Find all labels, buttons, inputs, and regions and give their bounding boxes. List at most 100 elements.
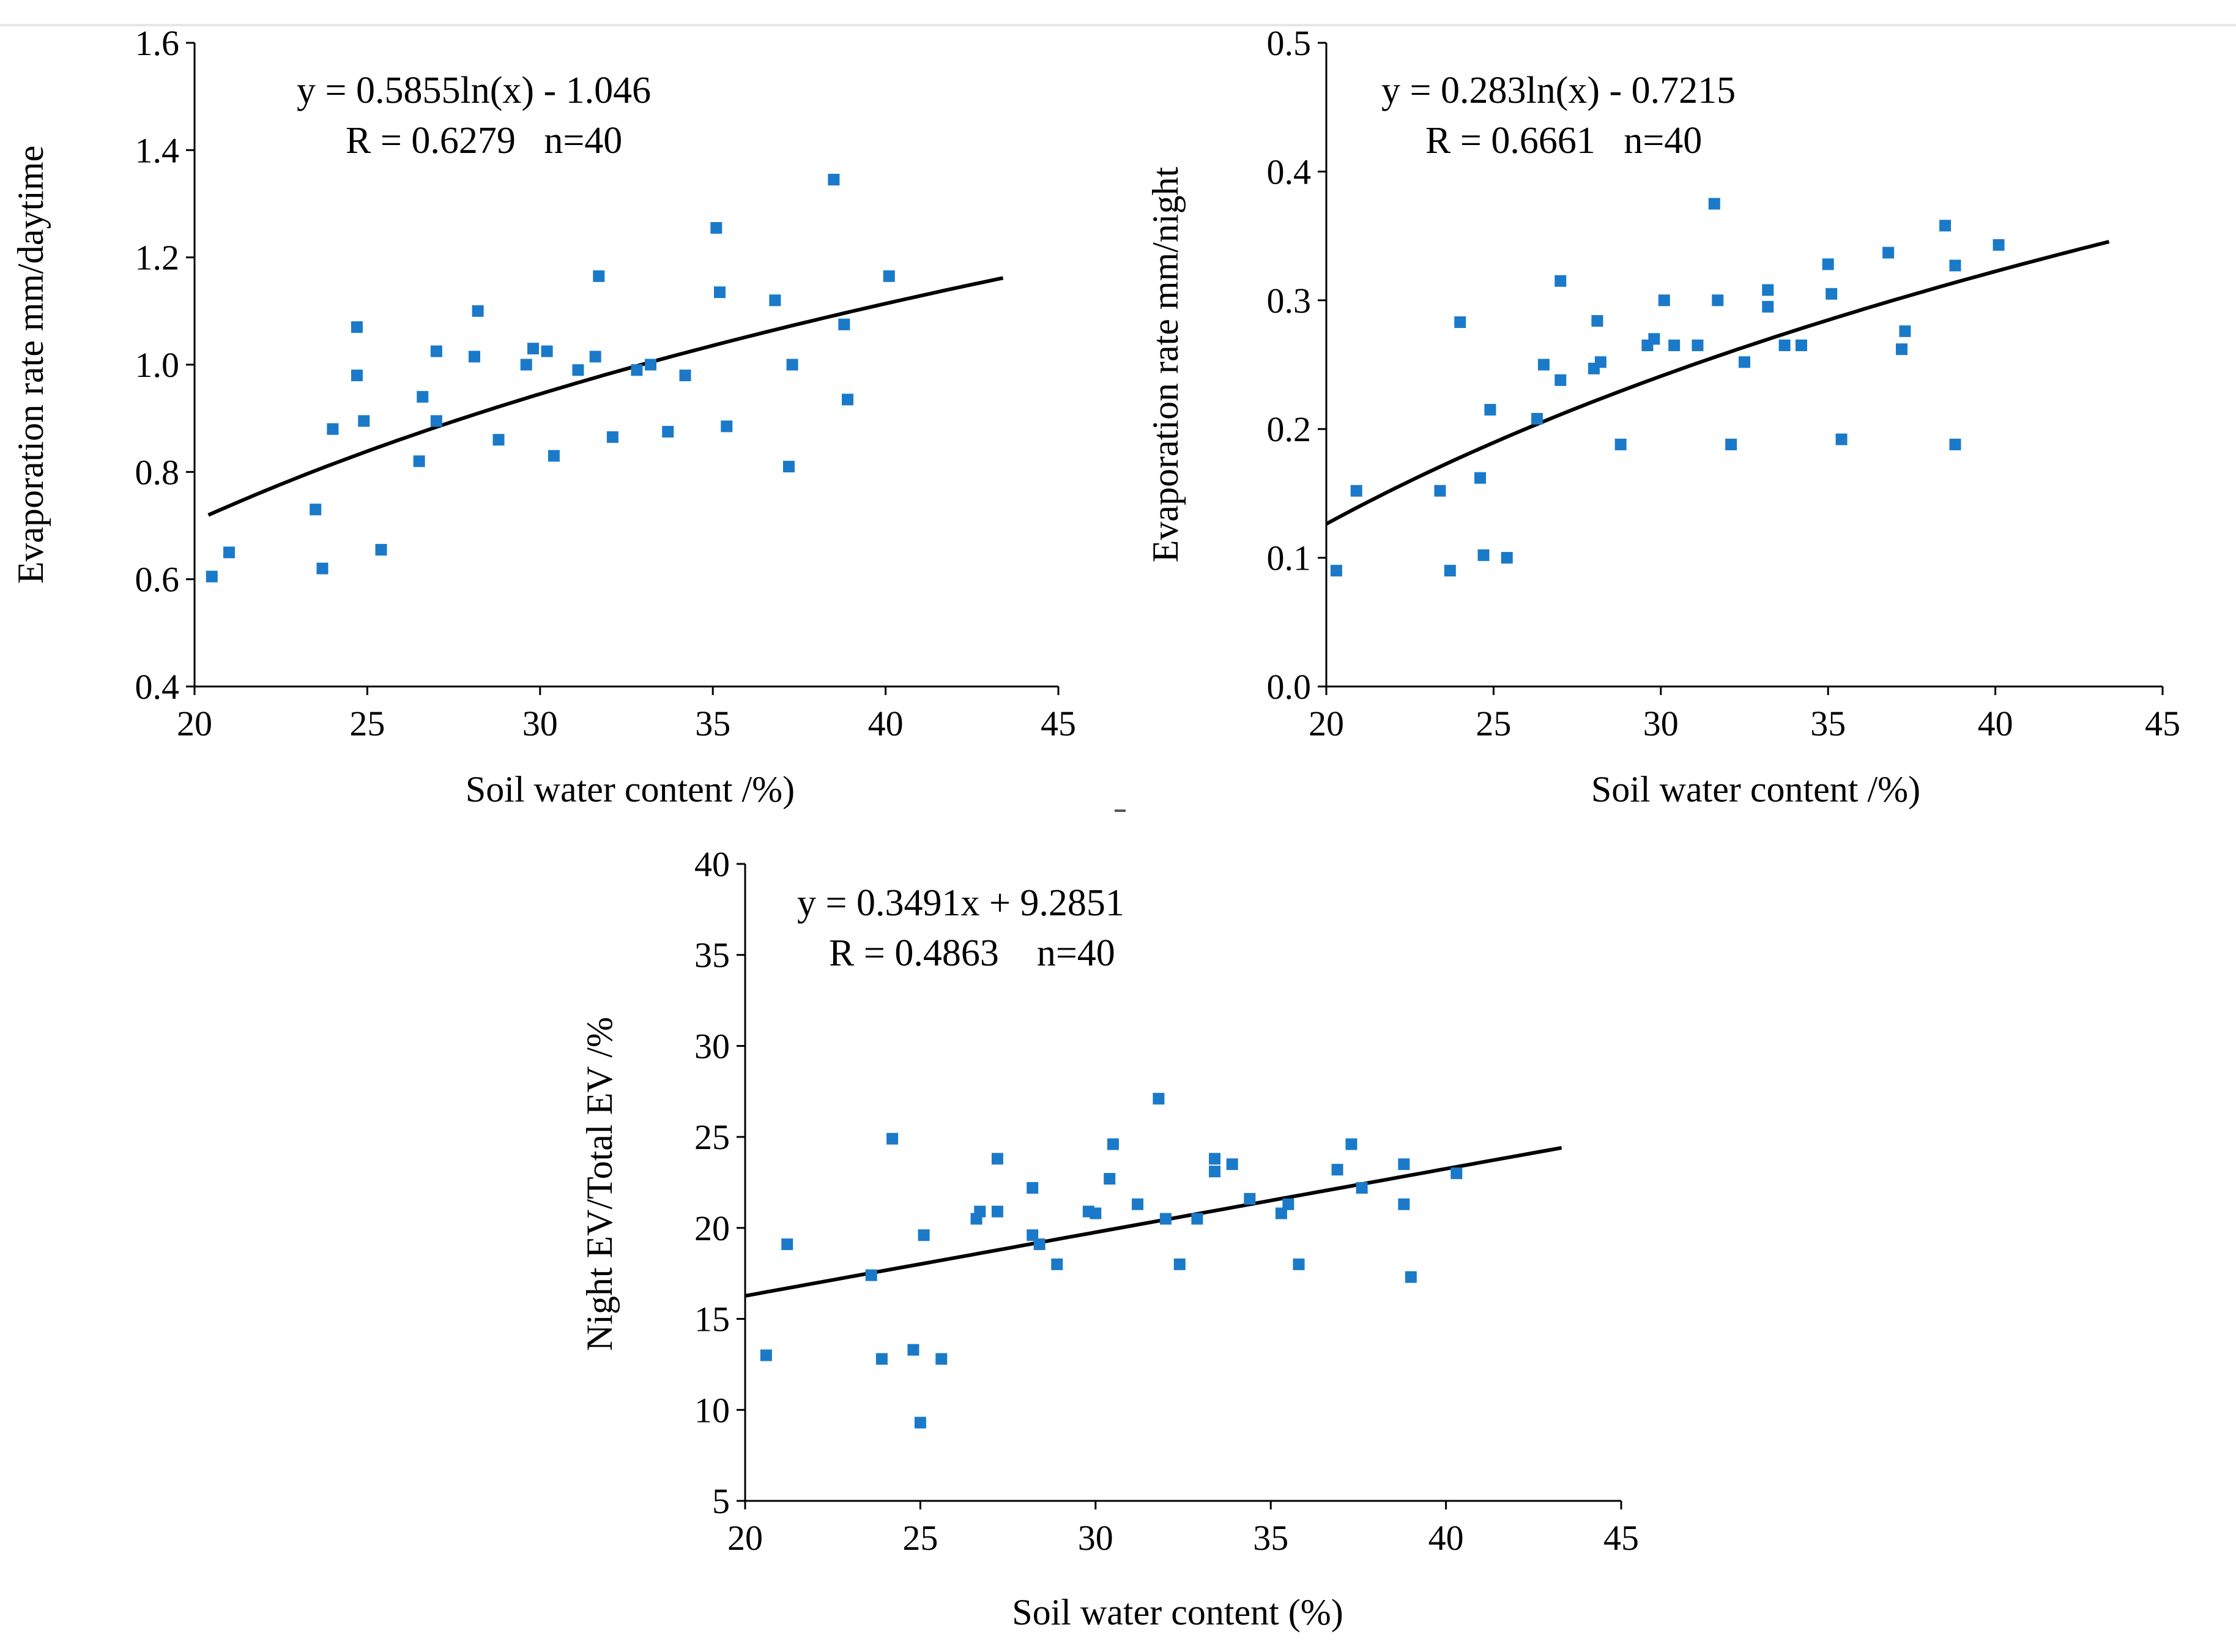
chart-3-y-tick-label: 15 [694, 1300, 730, 1339]
chart-1-data-point [548, 450, 560, 462]
chart-1-data-point [430, 415, 442, 427]
chart-2-y-tick-label: 0.1 [1267, 538, 1312, 578]
chart-2: 20 25 30 35 40 45 0.0 0.1 0.2 0.3 0.4 0.5 Soil water… [1145, 23, 2180, 809]
chart-2-data-point [1501, 552, 1513, 564]
chart-3-data-point [1398, 1158, 1410, 1170]
chart-2-trend-line [1325, 240, 2110, 526]
chart-1-y-tick-label: 1.6 [135, 23, 180, 63]
chart-1-data-point [351, 321, 363, 333]
chart-2-data-point [1668, 339, 1681, 351]
chart-2-data-point [1826, 288, 1838, 300]
chart-3-data-point [1153, 1093, 1165, 1105]
chart-1-data-point [645, 359, 657, 371]
chart-1-data-point [593, 270, 605, 282]
chart-1-data-point [769, 294, 781, 307]
chart-3-data-point [1027, 1229, 1039, 1241]
chart-2-data-point [1778, 339, 1791, 351]
chart-1-trend-line [207, 276, 1004, 517]
chart-3-trend-line [745, 1146, 1562, 1298]
chart-2-data-point [1708, 198, 1720, 210]
chart-3-data-point [1209, 1153, 1221, 1165]
chart-2-x-tick-label: 35 [1810, 704, 1846, 743]
chart-3-x-tick-label: 30 [1078, 1518, 1113, 1558]
chart-1-data-point [472, 305, 484, 317]
chart-1-x-tick-label: 30 [522, 704, 558, 743]
chart-2-data-point [1537, 359, 1550, 371]
chart-3-data-point [1398, 1198, 1410, 1210]
chart-2-data-point [1477, 549, 1490, 561]
chart-1-data-point [883, 270, 895, 282]
chart-3-x-tick-label: 20 [727, 1518, 763, 1558]
chart-1-data-point [828, 174, 840, 186]
chart-2-y-axis-title: Evaporation rate mm/night [1145, 166, 1186, 562]
chart-1-data-point [206, 570, 218, 582]
chart-1-data-point [413, 455, 425, 467]
chart-1-data-point [710, 221, 722, 234]
chart-1-data-point [520, 359, 532, 371]
chart-1: 20 25 30 35 40 45 0.4 0.6 0.8 1.0 1.2 1.4 1.6 Soil wa… [10, 23, 1076, 809]
chart-1-data-point [492, 434, 505, 446]
chart-2-data-point [1554, 374, 1567, 386]
chart-3-data-point [918, 1229, 930, 1241]
chart-3-data-point [1033, 1238, 1046, 1251]
chart-1-x-tick-label: 40 [868, 704, 904, 743]
chart-2-data-point [1474, 472, 1487, 484]
chart-3-y-tick-label: 10 [694, 1390, 730, 1430]
chart-2-data-point [1434, 485, 1446, 497]
chart-1-y-axis-title: Evaporation rate mm/daytime [10, 146, 51, 584]
chart-2-data-point [1692, 339, 1704, 351]
chart-2-data-point [1531, 412, 1543, 425]
chart-2-x-tick-label: 20 [1309, 704, 1344, 743]
chart-2-data-point [1762, 300, 1774, 313]
chart-1-data-point [527, 343, 540, 355]
chart-1-data-point [631, 364, 643, 376]
chart-1-annotation-equation: y = 0.5855ln(x) - 1.046 [297, 70, 651, 111]
chart-2-data-point [1822, 258, 1834, 270]
chart-3-data-point [1282, 1198, 1294, 1210]
chart-1-annotation-stats: R = 0.6279 n=40 [346, 120, 622, 162]
chart-1-data-point [713, 286, 726, 299]
chart-2-x-tick-label: 45 [2145, 704, 2180, 743]
chart-2-data-point [1648, 333, 1660, 345]
chart-3-data-point [875, 1353, 888, 1365]
chart-1-data-point [327, 423, 339, 435]
chart-1-y-tick-label: 1.2 [135, 238, 180, 278]
chart-1-data-point [782, 461, 795, 473]
chart-3-x-axis-title: Soil water content (%) [1012, 1592, 1343, 1632]
chart-1-data-point [606, 431, 618, 443]
chart-3-data-point [1275, 1207, 1287, 1219]
chart-3-y-tick-label: 30 [694, 1026, 730, 1066]
chart-1-y-tick-label: 0.4 [135, 667, 180, 707]
chart-1-x-tick-label: 35 [695, 704, 730, 743]
chart-3-data-point [991, 1205, 1003, 1218]
chart-3-data-point [1107, 1138, 1119, 1150]
chart-1-data-point [375, 543, 387, 556]
chart-2-data-point [1725, 438, 1737, 450]
chart-3-data-point [1027, 1181, 1039, 1194]
chart-3-x-tick-label: 25 [902, 1518, 938, 1558]
chart-3-data-point [991, 1153, 1003, 1165]
chart-2-data-point [1454, 316, 1466, 329]
chart-3-y-tick-label: 5 [712, 1481, 730, 1521]
chart-2-data-point [1444, 565, 1456, 577]
chart-3-data-point [1244, 1192, 1256, 1205]
chart-3-data-point [1450, 1167, 1463, 1180]
chart-1-y-tick-label: 1.4 [135, 130, 180, 170]
chart-2-data-point [1895, 343, 1907, 355]
chart-3-y-tick-label: 40 [694, 844, 730, 884]
chart-2-data-point [1350, 485, 1362, 497]
chart-2-data-point [1939, 220, 1952, 232]
chart-3-y-axis-title: Night EV/Total EV /% [579, 1017, 620, 1351]
chart-3-annotation-equation: y = 0.3491x + 9.2851 [797, 882, 1124, 924]
chart-1-y-tick-label: 1.0 [135, 345, 180, 385]
chart-2-data-point [1949, 259, 1961, 272]
chart-2-annotation-stats: R = 0.6661 n=40 [1425, 120, 1702, 162]
chart-1-data-point [351, 370, 363, 382]
chart-2-data-point [1591, 314, 1603, 327]
chart-2-data-point [1658, 294, 1670, 307]
chart-1-x-axis-title: Soil water content /%) [466, 769, 795, 809]
chart-1-data-point [786, 359, 798, 371]
chart-2-data-point [1993, 239, 2005, 251]
chart-2-data-point [1594, 356, 1606, 368]
chart-2-data-point [1739, 356, 1750, 368]
